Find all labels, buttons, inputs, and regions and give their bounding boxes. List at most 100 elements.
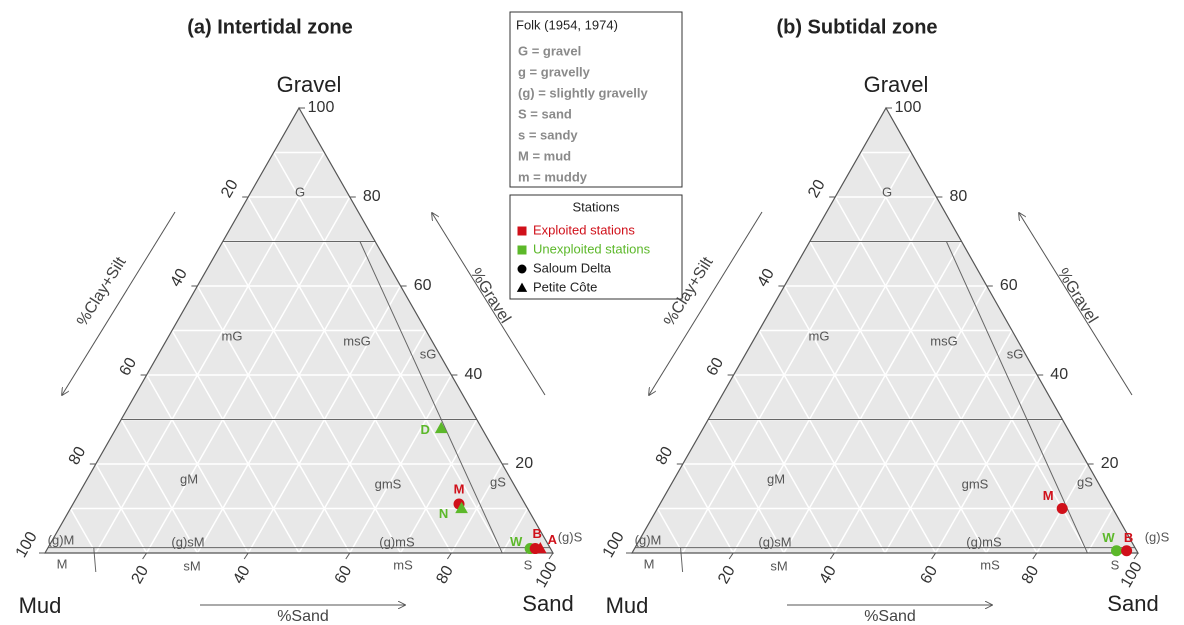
sand-tick-label: 60 bbox=[918, 563, 942, 587]
gravel-tick-label: 40 bbox=[465, 366, 483, 383]
point-label: B bbox=[533, 526, 542, 541]
vertex-label: Gravel bbox=[864, 72, 929, 97]
clay-silt-tick-label: 40 bbox=[754, 266, 778, 290]
region-label: (g)sM bbox=[758, 534, 791, 549]
class-boundary bbox=[945, 241, 1088, 554]
gravel-tick-label: 80 bbox=[950, 188, 968, 205]
chart-title: (a) Intertidal zone bbox=[187, 16, 353, 38]
clay-silt-tick-label: 100 bbox=[13, 529, 41, 561]
grid-line bbox=[501, 508, 529, 554]
clay-silt-tick-label: 80 bbox=[653, 444, 677, 468]
grid-line bbox=[222, 241, 402, 554]
tick-mark bbox=[1133, 552, 1139, 560]
axis-arrow bbox=[432, 213, 546, 396]
tick-mark bbox=[931, 552, 937, 560]
gravel-tick-label: 60 bbox=[414, 277, 432, 294]
sand-tick-label: 80 bbox=[1019, 563, 1043, 587]
clay-silt-tick-label: 60 bbox=[704, 355, 728, 379]
axis-label: %Gravel bbox=[1054, 265, 1101, 326]
gravel-tick-label: 100 bbox=[895, 99, 922, 116]
legend-marker bbox=[517, 264, 527, 274]
grid-line bbox=[783, 241, 963, 554]
station-point bbox=[1111, 545, 1122, 557]
region-label: mG bbox=[809, 328, 830, 343]
sand-tick-label: 100 bbox=[1118, 559, 1146, 591]
region-label: sG bbox=[1007, 346, 1024, 361]
legend-marker bbox=[517, 226, 527, 236]
axis-label: %Sand bbox=[277, 608, 329, 625]
region-label: (g)S bbox=[558, 529, 583, 544]
legend-title: Stations bbox=[573, 199, 620, 214]
region-label: gM bbox=[180, 471, 198, 486]
grid-line bbox=[758, 330, 886, 554]
station-point bbox=[434, 421, 448, 434]
gravel-tick-label: 80 bbox=[363, 188, 381, 205]
station-point bbox=[533, 541, 547, 554]
region-label: M bbox=[57, 556, 68, 571]
class-boundary bbox=[359, 241, 503, 554]
sand-tick-label: 60 bbox=[332, 563, 356, 587]
legend: Folk (1954, 1974) G = gravel g = gravelly (… bbox=[516, 17, 651, 294]
region-label: gM bbox=[767, 471, 785, 486]
legend-marker bbox=[516, 282, 528, 292]
legend-entry: m = muddy bbox=[518, 169, 588, 184]
grid-line bbox=[884, 330, 1013, 554]
legend-label: Unexploited stations bbox=[533, 241, 651, 256]
station-point bbox=[1121, 545, 1133, 557]
region-label: (g)sM bbox=[171, 534, 204, 549]
axis-label: %Sand bbox=[864, 608, 916, 625]
point-label: A bbox=[548, 532, 558, 547]
point-label: M bbox=[454, 481, 465, 496]
tick-mark bbox=[345, 552, 351, 560]
region-label: msG bbox=[343, 333, 370, 348]
vertex-label: Sand bbox=[522, 591, 573, 616]
region-label: msG bbox=[930, 333, 957, 348]
grid-line bbox=[656, 508, 684, 554]
stations-legend-box bbox=[509, 194, 683, 300]
tick-mark bbox=[829, 552, 835, 560]
legend-entry: (g) = slightly gravelly bbox=[518, 85, 648, 100]
clay-silt-tick-label: 40 bbox=[167, 266, 191, 290]
class-boundary bbox=[680, 547, 684, 573]
gravel-tick-label: 20 bbox=[1101, 455, 1119, 472]
grid-line bbox=[682, 463, 734, 554]
legend-entry: g = gravelly bbox=[518, 64, 591, 79]
tick-mark bbox=[1032, 552, 1038, 560]
gravel-tick-label: 60 bbox=[1000, 277, 1018, 294]
vertex-label: Mud bbox=[19, 593, 62, 618]
region-label: gmS bbox=[962, 476, 989, 491]
axis-label: %Clay+Silt bbox=[74, 254, 130, 329]
region-label: (g)S bbox=[1145, 529, 1170, 544]
region-label: sM bbox=[183, 558, 200, 573]
grid-line bbox=[69, 508, 97, 554]
region-label: M bbox=[644, 556, 655, 571]
grid-line bbox=[707, 419, 785, 554]
legend-entry: S = sand bbox=[518, 106, 572, 121]
clay-silt-tick-label: 20 bbox=[218, 177, 242, 201]
legend-label: Exploited stations bbox=[533, 222, 635, 237]
point-label: M bbox=[1043, 488, 1054, 503]
grid-line bbox=[399, 419, 478, 554]
region-label: S bbox=[524, 557, 533, 572]
region-label: G bbox=[882, 184, 892, 199]
axis-arrow bbox=[62, 211, 176, 395]
grid-line bbox=[196, 241, 376, 554]
station-point bbox=[1056, 503, 1068, 514]
region-label: sG bbox=[420, 346, 437, 361]
region-label: (g)M bbox=[635, 532, 662, 547]
grid-line bbox=[985, 419, 1064, 554]
grid-line bbox=[859, 152, 1089, 554]
point-label: W bbox=[1102, 530, 1115, 545]
region-label: (g)M bbox=[48, 532, 75, 547]
gravel-tick-label: 100 bbox=[308, 99, 335, 116]
sand-tick-label: 80 bbox=[433, 563, 457, 587]
point-label: W bbox=[510, 534, 523, 549]
region-label: mG bbox=[222, 328, 243, 343]
grid-line bbox=[272, 152, 503, 554]
gravel-tick-label: 40 bbox=[1050, 366, 1068, 383]
region-label: gmS bbox=[375, 476, 402, 491]
legend-title: Folk (1954, 1974) bbox=[516, 17, 618, 32]
vertex-label: Gravel bbox=[277, 72, 342, 97]
tick-mark bbox=[243, 552, 249, 560]
grid-line bbox=[120, 419, 199, 554]
